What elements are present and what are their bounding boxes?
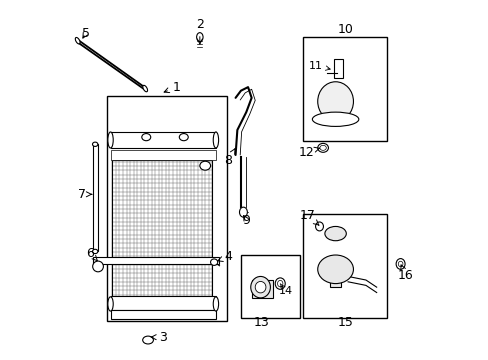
Ellipse shape	[317, 82, 353, 121]
Bar	[110, 296, 216, 310]
Text: 9: 9	[242, 213, 250, 226]
Ellipse shape	[250, 276, 270, 298]
Ellipse shape	[75, 37, 80, 44]
Bar	[110, 310, 216, 319]
Ellipse shape	[142, 134, 150, 141]
Ellipse shape	[317, 255, 353, 284]
Ellipse shape	[213, 132, 218, 148]
Text: 4: 4	[217, 250, 232, 263]
Ellipse shape	[324, 226, 346, 241]
Ellipse shape	[179, 134, 188, 141]
Bar	[323, 102, 340, 111]
Bar	[110, 132, 216, 148]
Ellipse shape	[317, 143, 328, 152]
Bar	[107, 96, 226, 321]
Bar	[112, 160, 212, 303]
Ellipse shape	[315, 222, 323, 231]
Ellipse shape	[108, 297, 113, 311]
Bar	[303, 214, 386, 318]
Bar	[251, 280, 272, 298]
Text: 16: 16	[397, 265, 413, 282]
Ellipse shape	[142, 336, 153, 344]
Ellipse shape	[255, 282, 265, 293]
Bar	[110, 150, 216, 160]
Text: 10: 10	[337, 23, 352, 36]
Text: 1: 1	[164, 81, 180, 94]
Bar	[333, 59, 342, 78]
Ellipse shape	[210, 259, 217, 265]
Circle shape	[93, 261, 103, 272]
Ellipse shape	[275, 278, 285, 289]
Text: 5: 5	[81, 27, 89, 40]
Ellipse shape	[319, 145, 325, 150]
Ellipse shape	[397, 261, 402, 267]
Ellipse shape	[92, 249, 98, 253]
Ellipse shape	[312, 112, 358, 126]
Bar	[329, 258, 340, 287]
Text: 7: 7	[78, 188, 92, 201]
Text: 2: 2	[196, 18, 203, 44]
Ellipse shape	[92, 142, 98, 147]
Text: 3: 3	[151, 331, 166, 344]
Text: 12: 12	[298, 146, 319, 159]
Ellipse shape	[277, 280, 283, 287]
Ellipse shape	[200, 161, 210, 170]
Ellipse shape	[108, 132, 113, 148]
Bar	[241, 255, 299, 318]
Ellipse shape	[142, 85, 147, 92]
Ellipse shape	[196, 33, 203, 41]
Text: 14: 14	[278, 284, 292, 296]
Bar	[303, 37, 386, 141]
Ellipse shape	[395, 258, 404, 269]
Text: 11: 11	[308, 61, 329, 71]
Text: 15: 15	[337, 316, 352, 329]
Ellipse shape	[213, 297, 218, 311]
Text: 13: 13	[253, 316, 269, 329]
Ellipse shape	[239, 207, 247, 217]
Text: 6: 6	[86, 247, 97, 261]
Text: 17: 17	[300, 209, 318, 225]
Text: 8: 8	[224, 148, 235, 167]
Bar	[93, 257, 219, 264]
Bar	[93, 144, 98, 251]
